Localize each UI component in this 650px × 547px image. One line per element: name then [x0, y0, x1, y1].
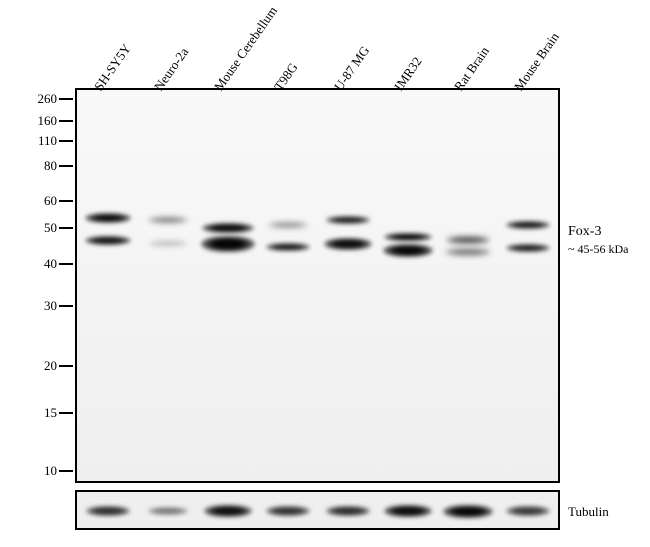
blot-band [202, 223, 254, 233]
blot-band [446, 236, 490, 244]
blot-band [506, 221, 550, 229]
right-annotation: Tubulin [568, 504, 609, 520]
mw-tick [59, 365, 73, 367]
mw-label: 60 [23, 193, 57, 209]
mw-label: 260 [23, 91, 57, 107]
mw-label: 160 [23, 113, 57, 129]
mw-label: 15 [23, 405, 57, 421]
mw-label: 20 [23, 358, 57, 374]
blot-band [148, 217, 188, 223]
blot-band [445, 248, 491, 256]
mw-label: 80 [23, 158, 57, 174]
mw-tick [59, 263, 73, 265]
mw-tick [59, 412, 73, 414]
blot-band [383, 244, 433, 257]
blot-band [268, 222, 308, 228]
loading-band [443, 505, 493, 518]
mw-tick [59, 227, 73, 229]
loading-band [204, 505, 252, 517]
lane-label: SH-SY5Y [91, 41, 135, 94]
blot-band [148, 241, 188, 246]
mw-label: 10 [23, 463, 57, 479]
loading-band [86, 506, 130, 516]
blot-band [326, 216, 370, 224]
mw-label: 110 [23, 133, 57, 149]
figure-container: SH-SY5YNeuro-2aMouse CerebellumT98GU-87 … [0, 0, 650, 547]
loading-band [326, 506, 370, 516]
loading-band [266, 506, 310, 516]
right-annotation: Fox-3 [568, 224, 601, 240]
mw-label: 30 [23, 298, 57, 314]
lane-label: Mouse Cerebellum [211, 3, 281, 94]
loading-band [148, 507, 188, 515]
blot-band [384, 233, 432, 241]
mw-tick [59, 98, 73, 100]
lane-label: Neuro-2a [151, 45, 192, 94]
blot-band [85, 213, 131, 223]
mw-label: 50 [23, 220, 57, 236]
lane-label: U-87 MG [331, 43, 373, 94]
mw-tick [59, 120, 73, 122]
lane-label: Mouse Brain [511, 30, 563, 94]
mw-tick [59, 200, 73, 202]
blot-band [506, 244, 550, 252]
blot-band [324, 238, 372, 250]
mw-tick [59, 470, 73, 472]
blot-band [85, 236, 131, 245]
loading-band [384, 505, 432, 517]
blot-band [266, 243, 310, 251]
loading-band [506, 506, 550, 516]
lane-label: Rat Brain [451, 44, 493, 94]
mw-tick [59, 140, 73, 142]
mw-tick [59, 165, 73, 167]
main-blot-panel [75, 88, 560, 483]
mw-tick [59, 305, 73, 307]
blot-band [201, 236, 255, 252]
right-annotation: ~ 45-56 kDa [568, 242, 628, 257]
mw-label: 40 [23, 256, 57, 272]
